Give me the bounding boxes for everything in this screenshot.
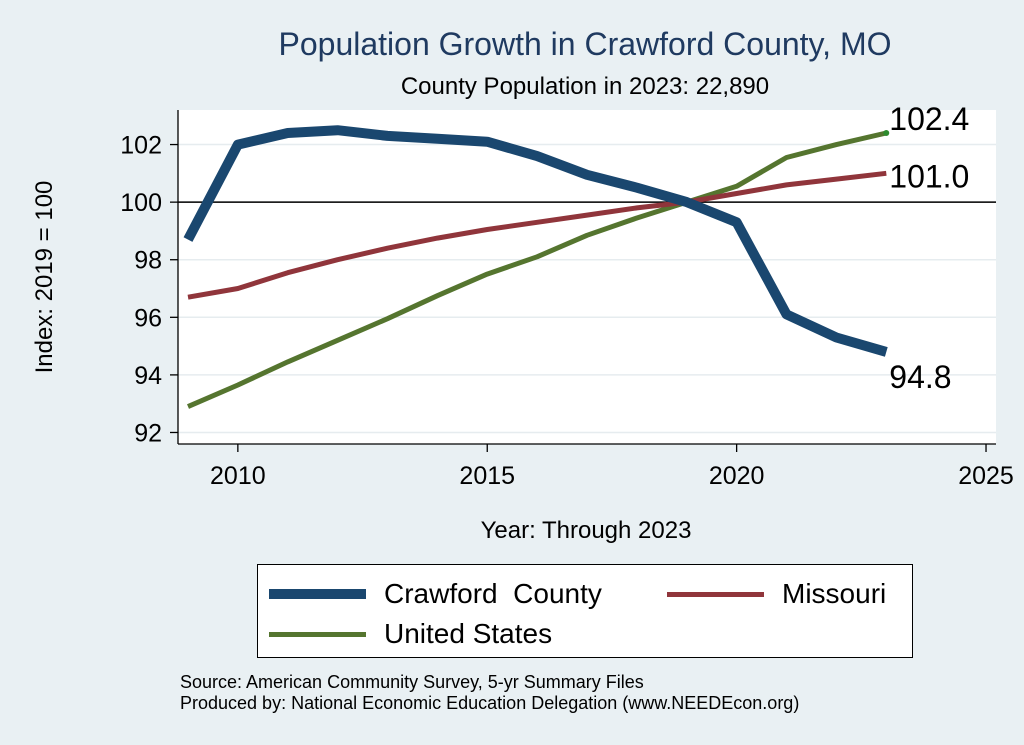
legend-label-crawford: Crawford County <box>384 578 602 609</box>
plot-area <box>178 110 996 444</box>
legend-label-missouri: Missouri <box>782 578 887 609</box>
legend-swatch-missouri <box>667 591 764 597</box>
series-line-missouri <box>187 170 887 300</box>
end-label-united-states: 102.4 <box>889 101 969 137</box>
producer-line: Produced by: National Economic Education… <box>180 693 800 713</box>
y-tick-label: 102 <box>120 132 162 160</box>
legend-swatch-crawford <box>269 589 366 599</box>
legend-label-united-states: United States <box>384 618 553 649</box>
chart-subtitle: County Population in 2023: 22,890 <box>400 73 770 100</box>
legend-item-united-states: United States <box>269 618 552 650</box>
y-tick-label: 96 <box>134 304 162 332</box>
y-tick-label: 100 <box>120 189 162 217</box>
series-line-united-states <box>187 130 887 409</box>
legend-item-missouri: Missouri <box>667 578 886 610</box>
y-tick-label: 92 <box>134 419 162 447</box>
x-tick-label: 2015 <box>459 462 515 490</box>
legend-item-crawford: Crawford County <box>269 578 602 610</box>
legend-swatch-united-states <box>269 631 366 637</box>
x-tick-label: 2010 <box>210 462 266 490</box>
y-tick-label: 98 <box>134 247 162 275</box>
x-tick-label: 2020 <box>709 462 765 490</box>
end-label-crawford-county: 94.8 <box>889 359 951 395</box>
chart-legend: Crawford County Missouri United States <box>257 564 913 658</box>
source-note: Source: American Community Survey, 5-yr … <box>180 672 799 714</box>
x-axis-label: Year: Through 2023 <box>480 517 692 544</box>
end-label-missouri: 101.0 <box>889 158 969 194</box>
y-tick-label: 94 <box>134 362 162 390</box>
end-point-united-states <box>883 130 890 137</box>
chart-title: Population Growth in Crawford County, MO <box>278 26 892 62</box>
series-line-crawford-county <box>183 125 888 357</box>
x-tick-label: 2025 <box>958 462 1014 490</box>
source-line: Source: American Community Survey, 5-yr … <box>180 672 644 692</box>
